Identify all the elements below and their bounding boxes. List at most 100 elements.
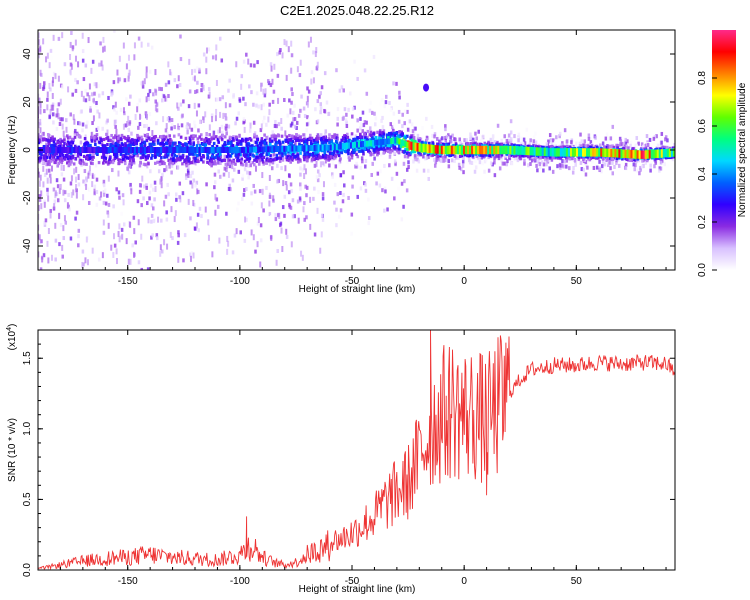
heatmap-cell [474, 158, 477, 163]
heatmap-cell [40, 190, 43, 197]
heatmap-cell [89, 106, 92, 113]
heatmap-cell [402, 161, 406, 166]
heatmap-cell [117, 158, 120, 162]
heatmap-cell [258, 189, 262, 194]
heatmap-cell [187, 140, 191, 145]
heatmap-cell [241, 176, 244, 181]
heatmap-cell [449, 153, 453, 157]
heatmap-cell [385, 94, 388, 99]
heatmap-cell [438, 152, 441, 156]
heatmap-cell [189, 142, 192, 146]
heatmap-cell [165, 165, 168, 172]
heatmap-cell [417, 153, 420, 157]
heatmap-cell [310, 153, 314, 157]
heatmap-cell [484, 157, 488, 162]
heatmap-cell [460, 154, 464, 158]
heatmap-cell [246, 157, 250, 161]
heatmap-cell [331, 134, 334, 139]
heatmap-cell [93, 91, 96, 96]
heatmap-cell [539, 145, 542, 149]
heatmap-cell [334, 164, 338, 169]
heatmap-cell [395, 131, 398, 136]
heatmap-cell [223, 143, 226, 147]
heatmap-cell [299, 186, 302, 191]
heatmap-cell [226, 248, 229, 255]
heatmap-cell [535, 163, 538, 168]
heatmap-cell [202, 142, 205, 147]
heatmap-cell [46, 177, 49, 184]
heatmap-cell [534, 140, 538, 145]
heatmap-cell [243, 151, 246, 155]
heatmap-cell [177, 151, 180, 158]
heatmap-cell [386, 207, 389, 212]
heatmap-cell [75, 183, 78, 190]
heatmap-cell [365, 120, 368, 125]
heatmap-cell [629, 141, 633, 146]
heatmap-cell [281, 246, 284, 253]
heatmap-cell [608, 156, 612, 160]
heatmap-cell [372, 145, 376, 149]
heatmap-cell [349, 91, 352, 96]
heatmap-cell [202, 155, 206, 159]
heatmap-cell [416, 133, 420, 138]
heatmap-cell [193, 75, 196, 82]
heatmap-cell [102, 200, 106, 205]
heatmap-cell [383, 104, 387, 109]
heatmap-cell [60, 172, 64, 177]
heatmap-cell [64, 186, 67, 191]
heatmap-cell [387, 136, 390, 140]
heatmap-cell [655, 134, 658, 139]
heatmap-cell [205, 47, 208, 54]
heatmap-cell [370, 110, 374, 115]
heatmap-cell [303, 152, 306, 157]
heatmap-cell [40, 137, 43, 144]
heatmap-cell [46, 162, 50, 166]
heatmap-cell [152, 206, 155, 211]
heatmap-cell [102, 158, 106, 162]
heatmap-cell [196, 158, 199, 163]
heatmap-cell [70, 140, 73, 144]
heatmap-cell [291, 214, 295, 219]
heatmap-cell [269, 62, 273, 67]
heatmap-cell [54, 102, 58, 107]
heatmap-cell [210, 137, 214, 141]
heatmap-cell [359, 186, 363, 191]
heatmap-cell [256, 241, 259, 248]
heatmap-cell [176, 157, 179, 161]
heatmap-cell [379, 169, 382, 174]
heatmap-cell [586, 165, 589, 170]
heatmap-cell [70, 160, 73, 164]
heatmap-cell [187, 104, 191, 109]
heatmap-cell [348, 157, 351, 162]
heatmap-cell [71, 45, 74, 52]
heatmap-cell [143, 184, 146, 189]
heatmap-cell [359, 116, 362, 121]
heatmap-cell [118, 77, 122, 82]
heatmap-cell [150, 213, 154, 218]
heatmap-cell [200, 158, 203, 162]
heatmap-cell [516, 158, 520, 163]
heatmap-cell [344, 134, 348, 139]
heatmap-cell [310, 136, 314, 140]
heatmap-cell [38, 156, 40, 161]
heatmap-cell [155, 89, 158, 96]
heatmap-cell [137, 260, 141, 265]
heatmap-cell [414, 126, 417, 131]
heatmap-cell [188, 89, 192, 94]
heatmap-cell [350, 153, 354, 157]
heatmap-cell [225, 131, 228, 136]
heatmap-cell [355, 152, 358, 156]
heatmap-cell [107, 138, 110, 142]
heatmap-cell [453, 137, 456, 142]
heatmap-cell [43, 220, 46, 225]
heatmap-cell [235, 138, 239, 142]
heatmap-cell [101, 64, 104, 71]
heatmap-cell [340, 151, 344, 155]
heatmap-cell [505, 144, 508, 148]
heatmap-cell [121, 154, 125, 158]
heatmap-cell [76, 154, 80, 158]
heatmap-cell [79, 140, 83, 145]
heatmap-cell [414, 154, 417, 158]
heatmap-cell [234, 202, 237, 207]
heatmap-cell [226, 235, 229, 242]
